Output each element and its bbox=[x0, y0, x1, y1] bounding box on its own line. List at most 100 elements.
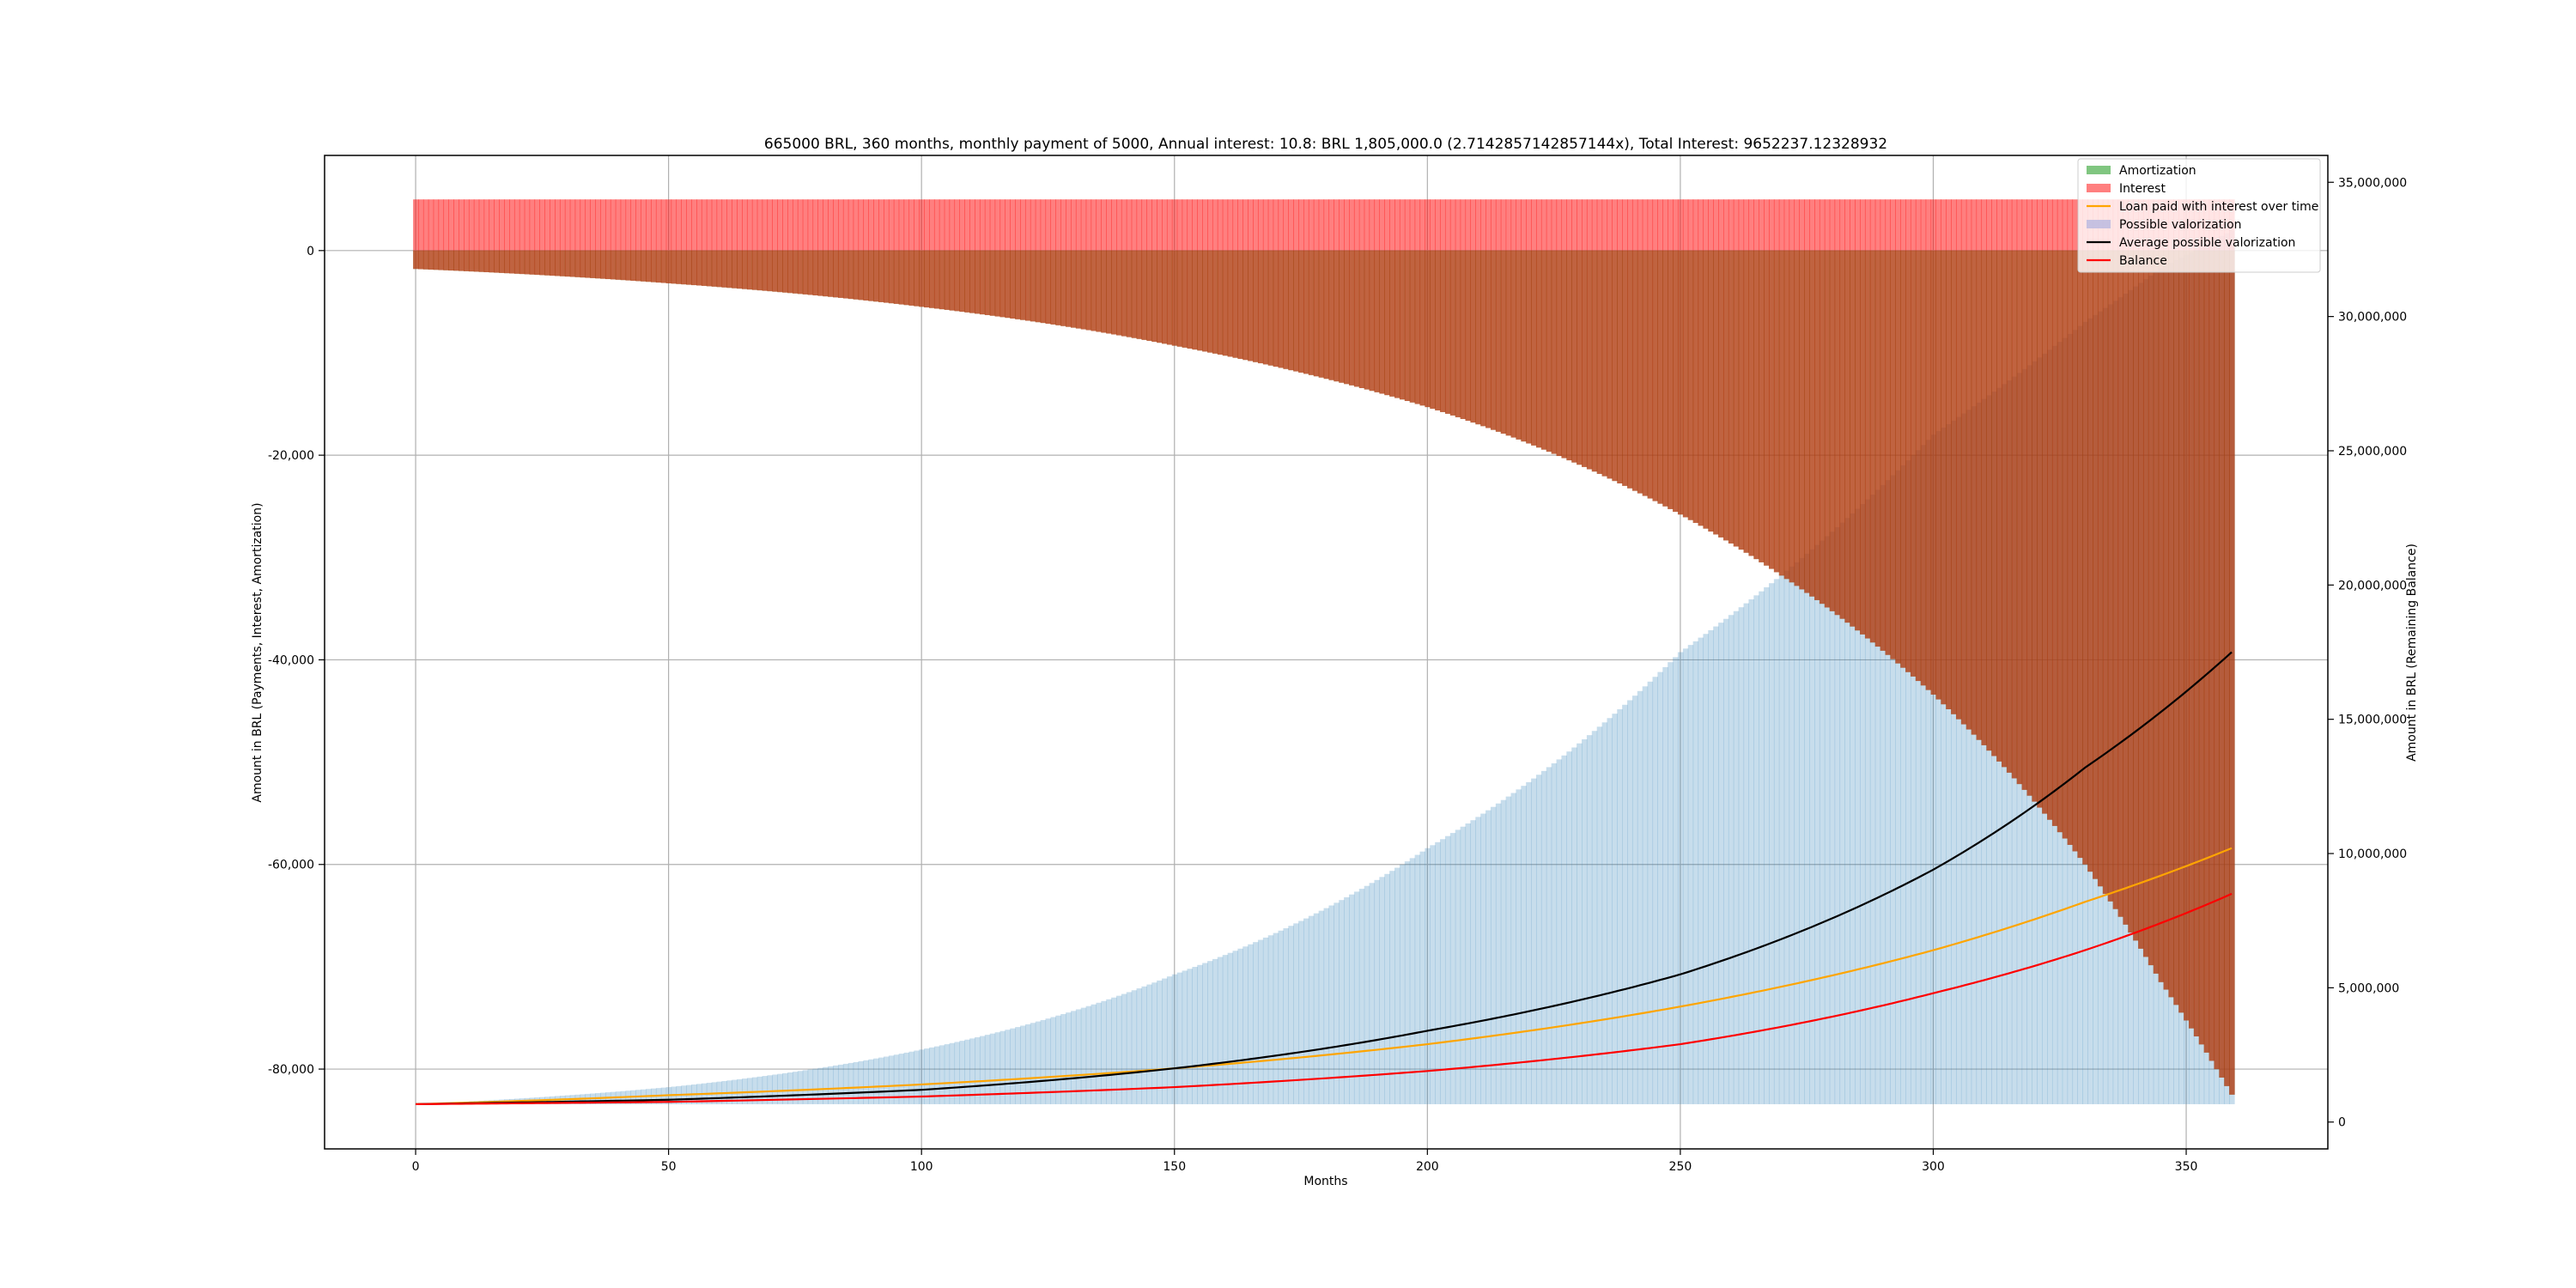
interest-bar-negative bbox=[630, 250, 636, 281]
interest-bar-negative bbox=[828, 250, 834, 297]
interest-bar bbox=[564, 199, 571, 251]
interest-bar-negative bbox=[1885, 250, 1891, 655]
interest-bar-negative bbox=[1242, 250, 1249, 361]
valorization-bar bbox=[954, 1042, 960, 1104]
interest-bar-negative bbox=[893, 250, 900, 304]
interest-bar-negative bbox=[574, 250, 581, 277]
interest-bar bbox=[422, 199, 429, 251]
interest-bar bbox=[762, 199, 769, 251]
interest-bar bbox=[1248, 199, 1254, 251]
interest-bar-negative bbox=[1627, 250, 1633, 489]
interest-bar bbox=[944, 199, 951, 251]
interest-bar-negative bbox=[655, 250, 662, 283]
valorization-bar bbox=[949, 1042, 956, 1104]
interest-bar-negative bbox=[949, 250, 956, 311]
valorization-bar bbox=[1971, 406, 1978, 1104]
interest-bar-negative bbox=[2117, 250, 2123, 917]
interest-bar bbox=[1996, 199, 2002, 251]
valorization-bar bbox=[1500, 799, 1507, 1104]
interest-bar-negative bbox=[1136, 250, 1143, 339]
interest-bar-negative bbox=[1703, 250, 1709, 529]
interest-bar bbox=[605, 199, 611, 251]
interest-bar-negative bbox=[615, 250, 622, 280]
interest-bar-negative bbox=[2163, 250, 2170, 990]
valorization-bar bbox=[1020, 1025, 1026, 1104]
interest-bar bbox=[807, 199, 814, 251]
interest-bar-negative bbox=[1010, 250, 1016, 319]
interest-bar-negative bbox=[1353, 250, 1360, 387]
interest-bar-negative bbox=[1339, 250, 1345, 383]
interest-bar-negative bbox=[529, 250, 536, 275]
valorization-bar bbox=[984, 1035, 991, 1104]
interest-bar bbox=[1965, 199, 1972, 251]
interest-bar bbox=[499, 199, 505, 251]
interest-bar bbox=[878, 199, 884, 251]
legend-label: Average possible valorization bbox=[2119, 236, 2295, 250]
valorization-bar bbox=[1344, 896, 1350, 1104]
interest-bar bbox=[706, 199, 713, 251]
interest-bar bbox=[1192, 199, 1198, 251]
valorization-bar bbox=[1303, 918, 1309, 1104]
valorization-bar bbox=[908, 1051, 914, 1104]
interest-bar-negative bbox=[1465, 250, 1472, 422]
interest-bar-negative bbox=[610, 250, 617, 280]
interest-bar-negative bbox=[898, 250, 905, 305]
interest-bar-negative bbox=[1222, 250, 1229, 356]
interest-bar-negative bbox=[1652, 250, 1658, 501]
interest-bar bbox=[655, 199, 662, 251]
valorization-bar bbox=[1692, 641, 1699, 1104]
valorization-bar bbox=[1475, 817, 1481, 1104]
interest-bar bbox=[1157, 199, 1163, 251]
interest-bar-negative bbox=[742, 250, 748, 289]
y-tick-label: -40,000 bbox=[268, 653, 314, 667]
interest-bar bbox=[1197, 199, 1203, 251]
valorization-bar bbox=[1470, 820, 1476, 1104]
interest-bar bbox=[1384, 199, 1390, 251]
valorization-bar bbox=[1495, 803, 1502, 1104]
interest-bar-negative bbox=[1273, 250, 1279, 368]
interest-bar-negative bbox=[984, 250, 991, 315]
interest-bar bbox=[1379, 199, 1385, 251]
interest-bar-negative bbox=[1075, 250, 1082, 329]
interest-bar bbox=[1900, 199, 1906, 251]
valorization-bar bbox=[1187, 969, 1193, 1104]
valorization-bar bbox=[853, 1061, 860, 1104]
interest-bar-negative bbox=[1192, 250, 1198, 350]
valorization-bar bbox=[1768, 583, 1775, 1104]
interest-bar-negative bbox=[1510, 250, 1517, 438]
interest-bar bbox=[1364, 199, 1370, 251]
valorization-bar bbox=[1435, 841, 1441, 1104]
valorization-bar bbox=[742, 1078, 748, 1104]
valorization-bar bbox=[1582, 738, 1588, 1104]
interest-bar-negative bbox=[842, 250, 849, 299]
valorization-bar bbox=[1444, 835, 1451, 1104]
interest-bar-negative bbox=[1900, 250, 1906, 668]
interest-bar-negative bbox=[1344, 250, 1350, 385]
interest-bar bbox=[1298, 199, 1304, 251]
interest-bar-negative bbox=[1516, 250, 1522, 440]
interest-bar-negative bbox=[1440, 250, 1446, 412]
interest-bar bbox=[1708, 199, 1714, 251]
valorization-bar bbox=[989, 1033, 996, 1104]
interest-bar-negative bbox=[1146, 250, 1152, 341]
y2-tick-label: 35,000,000 bbox=[2338, 176, 2407, 190]
interest-bar bbox=[1257, 199, 1264, 251]
y2-tick-label: 5,000,000 bbox=[2338, 981, 2399, 995]
interest-bar-negative bbox=[1030, 250, 1036, 322]
interest-bar bbox=[1334, 199, 1340, 251]
interest-bar-negative bbox=[2224, 250, 2230, 1086]
valorization-bar bbox=[1232, 951, 1239, 1104]
interest-bar-negative bbox=[2208, 250, 2215, 1061]
valorization-bar bbox=[751, 1077, 758, 1104]
interest-bar-negative bbox=[1323, 250, 1330, 380]
interest-bar-negative bbox=[2148, 250, 2154, 966]
interest-bar-negative bbox=[2138, 250, 2144, 949]
valorization-bar bbox=[903, 1052, 910, 1104]
interest-bar bbox=[863, 199, 869, 251]
interest-bar-negative bbox=[2142, 250, 2149, 957]
valorization-bar bbox=[1935, 431, 1941, 1104]
valorization-bar bbox=[777, 1073, 783, 1104]
valorization-bar bbox=[1647, 681, 1654, 1104]
interest-bar-negative bbox=[2128, 250, 2134, 933]
